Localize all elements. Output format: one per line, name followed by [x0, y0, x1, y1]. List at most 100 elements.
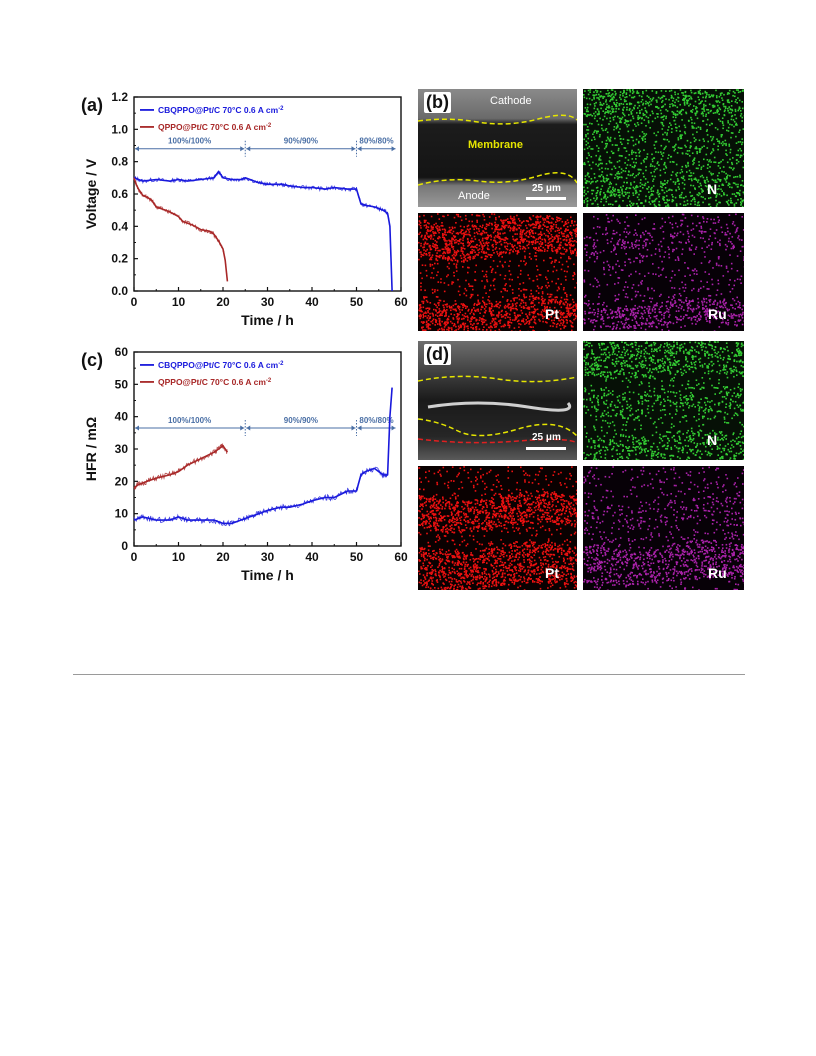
eds-pixel	[637, 284, 640, 287]
eds-pixel	[556, 241, 558, 243]
eds-pixel	[692, 279, 694, 282]
eds-pixel	[730, 197, 732, 200]
eds-pixel	[553, 223, 555, 226]
eds-pixel	[547, 220, 550, 223]
eds-pixel	[484, 228, 487, 230]
eds-pixel	[485, 237, 487, 240]
eds-pixel	[606, 131, 609, 134]
eds-pixel	[626, 204, 628, 207]
eds-pixel	[560, 296, 563, 299]
eds-pixel	[448, 258, 451, 260]
eds-pixel	[555, 252, 558, 254]
eds-pixel	[425, 237, 427, 240]
eds-pixel	[478, 228, 480, 230]
eds-pixel	[616, 161, 619, 163]
eds-pixel	[487, 234, 489, 236]
eds-pixel	[670, 303, 672, 305]
eds-pixel	[638, 141, 640, 144]
eds-pixel	[427, 235, 429, 238]
eds-pixel	[672, 113, 675, 115]
eds-pixel	[669, 413, 671, 415]
eds-pixel	[596, 252, 599, 255]
eds-pixel	[504, 239, 506, 241]
eds-pixel	[670, 94, 673, 97]
eds-pixel	[472, 327, 474, 330]
eds-pixel	[702, 113, 704, 115]
eds-pixel	[499, 251, 501, 254]
eds-pixel	[646, 319, 648, 322]
eds-pixel	[683, 101, 686, 103]
eds-pixel	[442, 304, 444, 307]
eds-pixel	[729, 403, 732, 406]
eds-pixel	[522, 282, 525, 284]
eds-pixel	[600, 310, 603, 312]
eds-pixel	[683, 204, 685, 206]
eds-pixel	[618, 350, 620, 353]
eds-pixel	[444, 321, 446, 324]
eds-pixel	[452, 308, 455, 311]
eds-pixel	[607, 415, 610, 417]
eds-pixel	[645, 230, 647, 232]
eds-pixel	[714, 193, 717, 195]
eds-pixel	[683, 315, 685, 318]
eds-pixel	[678, 293, 681, 295]
eds-pixel	[655, 134, 658, 137]
eds-pixel	[725, 172, 727, 175]
eds-pixel	[709, 298, 712, 301]
eds-pixel	[487, 244, 489, 247]
eds-pixel	[730, 267, 733, 270]
sem-label-anode: Anode	[458, 190, 490, 202]
eds-pixel	[685, 387, 687, 390]
eds-pixel	[640, 179, 642, 181]
eds-pixel	[452, 256, 455, 259]
eds-pixel	[435, 257, 437, 260]
eds-pixel	[572, 250, 574, 252]
eds-pixel	[427, 319, 430, 321]
eds-pixel	[738, 238, 741, 241]
eds-pixel	[544, 307, 546, 309]
eds-pixel	[646, 156, 648, 158]
eds-pixel	[466, 305, 468, 308]
eds-pixel	[583, 123, 585, 126]
eds-pixel	[668, 154, 670, 156]
eds-pixel	[737, 237, 739, 239]
eds-pixel	[708, 261, 710, 264]
eds-pixel	[583, 281, 586, 283]
eds-pixel	[592, 180, 594, 183]
eds-pixel	[659, 174, 662, 177]
eds-pixel	[737, 198, 739, 201]
eds-pixel	[591, 189, 593, 192]
eds-pixel	[657, 243, 660, 246]
eds-pixel	[640, 101, 643, 103]
eds-pixel	[533, 223, 535, 226]
eds-pixel	[571, 322, 574, 324]
eds-pixel	[676, 110, 679, 112]
eds-pixel	[684, 126, 687, 129]
eds-pixel	[706, 93, 708, 96]
eds-pixel	[706, 312, 709, 314]
eds-pixel	[696, 315, 698, 317]
eds-pixel	[500, 310, 503, 313]
eds-pixel	[420, 289, 422, 291]
eds-pixel	[564, 221, 567, 224]
eds-pixel	[519, 283, 521, 285]
eds-pixel	[731, 186, 733, 189]
eds-pixel	[679, 134, 682, 136]
eds-pixel	[729, 158, 731, 161]
eds-pixel	[448, 244, 450, 246]
eds-pixel	[725, 181, 728, 183]
eds-pixel	[567, 229, 570, 231]
eds-pixel	[585, 180, 588, 182]
eds-pixel	[603, 192, 605, 194]
eds-pixel	[740, 204, 742, 206]
eds-pixel	[510, 308, 512, 310]
eds-pixel	[709, 321, 711, 324]
eds-pixel	[613, 344, 616, 347]
eds-pixel	[490, 254, 492, 256]
eds-pixel	[600, 124, 603, 126]
eds-pixel	[647, 272, 650, 274]
eds-pixel	[687, 165, 690, 167]
eds-pixel	[643, 233, 645, 236]
eds-pixel	[635, 161, 637, 164]
eds-pixel	[665, 90, 667, 92]
